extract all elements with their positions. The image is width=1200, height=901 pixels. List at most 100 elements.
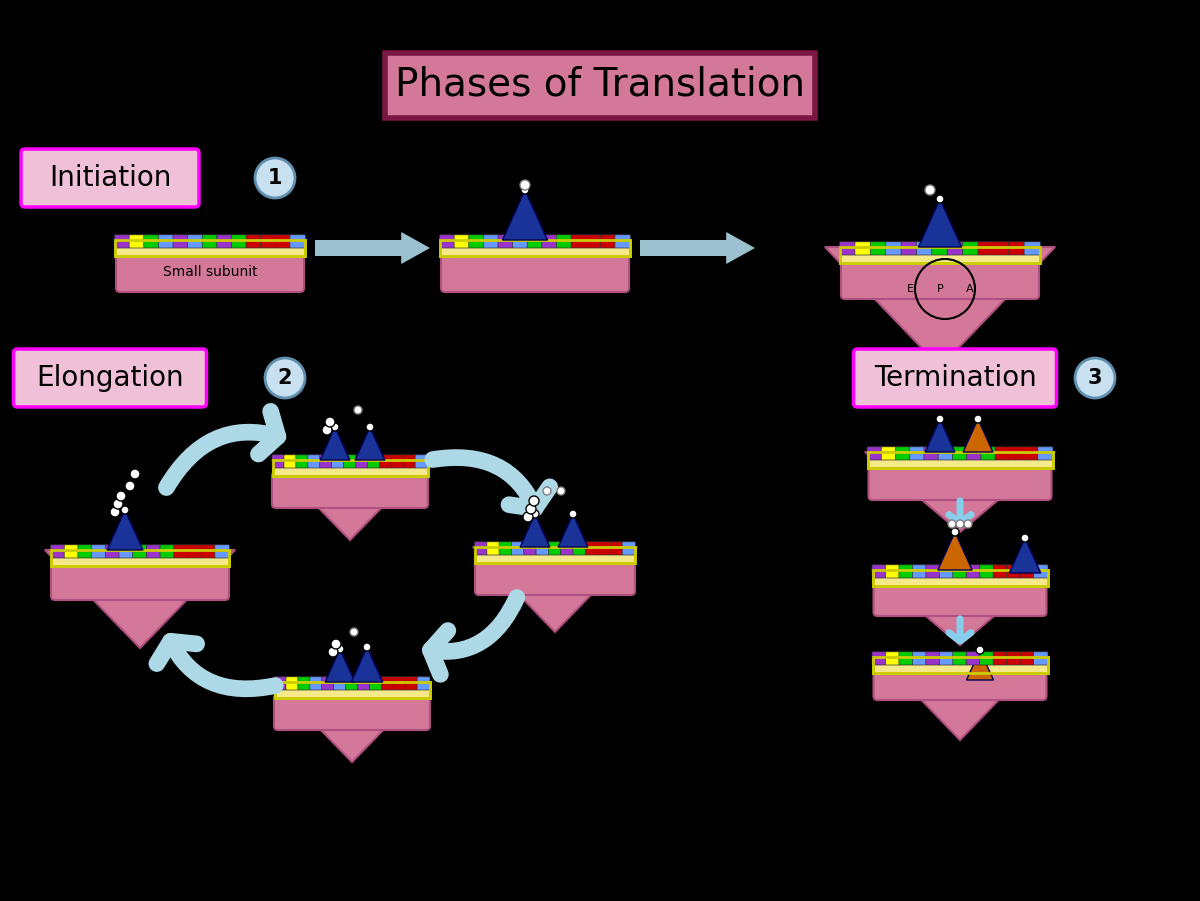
FancyBboxPatch shape <box>358 677 371 690</box>
FancyBboxPatch shape <box>1007 565 1021 578</box>
FancyBboxPatch shape <box>274 677 287 690</box>
FancyBboxPatch shape <box>50 550 229 566</box>
FancyBboxPatch shape <box>966 651 980 665</box>
FancyBboxPatch shape <box>886 241 902 255</box>
FancyBboxPatch shape <box>598 542 611 555</box>
Circle shape <box>331 639 341 649</box>
FancyBboxPatch shape <box>1020 651 1034 665</box>
Polygon shape <box>865 452 1055 532</box>
Polygon shape <box>107 510 143 550</box>
Text: 2: 2 <box>277 368 293 388</box>
FancyBboxPatch shape <box>160 545 175 558</box>
FancyBboxPatch shape <box>202 235 218 248</box>
Circle shape <box>925 185 935 195</box>
FancyBboxPatch shape <box>22 149 199 207</box>
Text: E: E <box>906 284 913 294</box>
Polygon shape <box>274 682 430 762</box>
FancyBboxPatch shape <box>866 447 882 460</box>
FancyBboxPatch shape <box>367 455 380 468</box>
FancyBboxPatch shape <box>953 447 967 460</box>
Circle shape <box>1075 358 1115 398</box>
Polygon shape <box>640 232 755 264</box>
FancyBboxPatch shape <box>355 455 368 468</box>
FancyBboxPatch shape <box>275 235 290 248</box>
Polygon shape <box>320 427 350 460</box>
FancyBboxPatch shape <box>106 545 120 558</box>
FancyBboxPatch shape <box>953 565 967 578</box>
FancyBboxPatch shape <box>1024 241 1040 255</box>
Text: A: A <box>966 284 974 294</box>
Circle shape <box>976 646 984 654</box>
FancyBboxPatch shape <box>872 651 887 665</box>
FancyBboxPatch shape <box>586 235 601 248</box>
FancyBboxPatch shape <box>872 565 887 578</box>
FancyBboxPatch shape <box>469 235 485 248</box>
Text: Termination: Termination <box>874 364 1037 392</box>
FancyBboxPatch shape <box>1033 651 1048 665</box>
FancyBboxPatch shape <box>980 447 996 460</box>
FancyBboxPatch shape <box>841 259 1039 299</box>
Circle shape <box>523 512 533 522</box>
FancyBboxPatch shape <box>979 651 994 665</box>
FancyBboxPatch shape <box>272 460 427 476</box>
Polygon shape <box>325 649 355 682</box>
Polygon shape <box>352 647 383 682</box>
Circle shape <box>526 504 536 514</box>
FancyBboxPatch shape <box>173 235 188 248</box>
FancyBboxPatch shape <box>994 241 1009 255</box>
FancyBboxPatch shape <box>966 565 980 578</box>
FancyBboxPatch shape <box>78 545 92 558</box>
FancyBboxPatch shape <box>940 651 954 665</box>
Text: Small subunit: Small subunit <box>163 265 257 279</box>
FancyBboxPatch shape <box>232 235 247 248</box>
FancyBboxPatch shape <box>487 542 500 555</box>
FancyBboxPatch shape <box>542 235 558 248</box>
FancyBboxPatch shape <box>978 241 995 255</box>
FancyBboxPatch shape <box>91 545 107 558</box>
FancyBboxPatch shape <box>385 52 815 117</box>
FancyBboxPatch shape <box>346 677 359 690</box>
FancyBboxPatch shape <box>454 235 469 248</box>
FancyBboxPatch shape <box>899 651 913 665</box>
FancyBboxPatch shape <box>610 542 623 555</box>
FancyBboxPatch shape <box>475 547 635 563</box>
Circle shape <box>936 415 944 423</box>
FancyBboxPatch shape <box>926 651 941 665</box>
FancyBboxPatch shape <box>498 235 514 248</box>
FancyBboxPatch shape <box>511 542 524 555</box>
FancyBboxPatch shape <box>246 235 262 248</box>
Polygon shape <box>918 199 961 247</box>
FancyBboxPatch shape <box>307 455 320 468</box>
FancyBboxPatch shape <box>474 542 488 555</box>
FancyBboxPatch shape <box>391 455 404 468</box>
FancyBboxPatch shape <box>600 235 616 248</box>
FancyBboxPatch shape <box>536 542 550 555</box>
Circle shape <box>569 510 577 518</box>
Circle shape <box>256 158 295 198</box>
FancyBboxPatch shape <box>886 651 900 665</box>
FancyBboxPatch shape <box>572 542 587 555</box>
FancyBboxPatch shape <box>1024 447 1039 460</box>
FancyBboxPatch shape <box>548 542 562 555</box>
FancyBboxPatch shape <box>331 455 344 468</box>
FancyBboxPatch shape <box>1038 447 1054 460</box>
Circle shape <box>110 507 120 517</box>
FancyBboxPatch shape <box>187 235 203 248</box>
FancyBboxPatch shape <box>910 447 925 460</box>
Text: Elongation: Elongation <box>36 364 184 392</box>
FancyBboxPatch shape <box>527 235 542 248</box>
FancyBboxPatch shape <box>187 545 202 558</box>
FancyBboxPatch shape <box>442 252 629 292</box>
Text: P: P <box>937 284 943 294</box>
FancyBboxPatch shape <box>840 241 856 255</box>
Circle shape <box>530 510 539 518</box>
Circle shape <box>350 628 358 636</box>
FancyBboxPatch shape <box>286 677 299 690</box>
FancyBboxPatch shape <box>406 677 418 690</box>
FancyBboxPatch shape <box>174 545 188 558</box>
Circle shape <box>125 481 134 491</box>
Circle shape <box>956 520 964 528</box>
Polygon shape <box>520 514 550 547</box>
FancyBboxPatch shape <box>50 545 65 558</box>
FancyBboxPatch shape <box>840 247 1040 263</box>
